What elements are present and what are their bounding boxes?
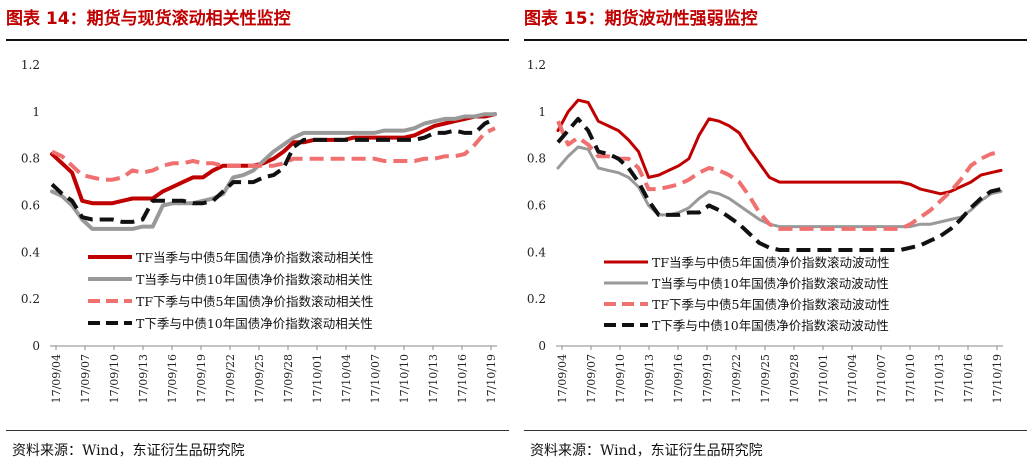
y-tick-label: 0.6 — [21, 199, 40, 213]
source-rule — [524, 430, 1027, 431]
x-tick-label: 17/09/04 — [50, 354, 63, 403]
legend-label: T下季与中债10年国债净价指数滚动波动性 — [652, 318, 889, 333]
x-tick-label: 17/09/28 — [788, 354, 801, 403]
series-line-3 — [556, 120, 1002, 231]
y-tick-label: 0.8 — [527, 152, 546, 166]
series-line-2 — [556, 145, 1003, 229]
correlation-line-chart: 0 0.2 0.4 0.6 0.8 1 1.2 17/09/04 17/09/07 17/09/1… — [21, 58, 498, 403]
x-tick-label: 17/09/16 — [672, 354, 685, 403]
series-line-1 — [556, 98, 1003, 196]
x-tick-label: 17/09/04 — [556, 354, 569, 403]
x-tick-label: 17/10/13 — [933, 354, 946, 403]
x-tick-label: 17/09/10 — [614, 354, 627, 403]
series-line-3 — [51, 126, 496, 182]
x-tick-label: 17/10/04 — [340, 354, 353, 403]
x-tick-label: 17/10/07 — [369, 354, 382, 403]
x-tick-label: 17/09/28 — [282, 354, 295, 403]
x-tick-label: 17/09/25 — [253, 354, 266, 403]
x-tick-label: 17/10/10 — [904, 354, 917, 403]
y-tick-label: 0.6 — [527, 199, 546, 213]
legend-label: T下季与中债10年国债净价指数滚动相关性 — [136, 316, 373, 331]
series-line-2 — [50, 112, 497, 231]
x-tick-label: 17/09/16 — [166, 354, 179, 403]
y-tick-label: 0.2 — [527, 292, 546, 306]
source-note: 资料来源：Wind，东证衍生品研究院 — [12, 443, 245, 459]
x-tick-label: 17/10/01 — [311, 354, 324, 403]
title-rule — [6, 39, 509, 41]
x-tick-label: 17/09/13 — [643, 354, 656, 403]
x-tick-label: 17/10/16 — [456, 354, 469, 403]
x-tick-label: 17/09/07 — [79, 354, 92, 403]
figure-14-panel: 图表 14：期货与现货滚动相关性监控 0 0.2 0.4 0.6 0.8 1 1.2 17/0… — [6, 9, 509, 459]
y-tick-label: 0 — [32, 339, 40, 353]
series-line-4 — [556, 116, 1002, 252]
y-tick-label: 0.8 — [21, 152, 40, 166]
x-tick-label: 17/10/13 — [427, 354, 440, 403]
legend-label: TF当季与中债5年国债净价指数滚动波动性 — [652, 255, 889, 270]
legend-label: T当季与中债10年国债净价指数滚动相关性 — [136, 272, 373, 287]
x-tick-label: 17/10/10 — [398, 354, 411, 403]
y-tick-label: 0 — [538, 339, 546, 353]
figure-title: 图表 14：期货与现货滚动相关性监控 — [6, 9, 291, 29]
x-tick-label: 17/09/10 — [108, 354, 121, 403]
legend-label: T当季与中债10年国债净价指数滚动波动性 — [652, 276, 889, 291]
x-tick-label: 17/09/25 — [759, 354, 772, 403]
x-tick-label: 17/10/19 — [991, 354, 1004, 403]
x-tick-label: 17/09/22 — [730, 354, 743, 403]
source-note: 资料来源：Wind，东证衍生品研究院 — [530, 443, 763, 459]
title-rule — [524, 39, 1027, 41]
y-tick-label: 0.4 — [21, 245, 40, 259]
y-tick-label: 1 — [32, 105, 40, 119]
x-tick-label: 17/10/16 — [962, 354, 975, 403]
x-tick-label: 17/10/04 — [846, 354, 859, 403]
x-tick-label: 17/09/19 — [195, 354, 208, 403]
y-tick-label: 1 — [538, 105, 546, 119]
series-line-1 — [50, 112, 497, 206]
source-rule — [6, 430, 509, 431]
x-tick-label: 17/09/07 — [585, 354, 598, 403]
figure-15-panel: 图表 15：期货波动性强弱监控 0 0.2 0.4 0.6 0.8 1 1.2 17/09/0… — [516, 0, 1032, 469]
legend-label: TF下季与中债5年国债净价指数滚动波动性 — [652, 297, 889, 312]
x-tick-label: 17/09/22 — [224, 354, 237, 403]
x-tick-label: 17/09/19 — [701, 354, 714, 403]
legend-label: TF当季与中债5年国债净价指数滚动相关性 — [136, 250, 373, 265]
y-tick-label: 0.4 — [527, 245, 546, 259]
y-tick-label: 1.2 — [527, 58, 546, 72]
x-tick-label: 17/10/07 — [875, 354, 888, 403]
volatility-line-chart: 0 0.2 0.4 0.6 0.8 1 1.2 17/09/04 17/09/07 17/09/1… — [527, 58, 1004, 403]
figure-title: 图表 15：期货波动性强弱监控 — [524, 9, 758, 29]
legend-label: TF下季与中债5年国债净价指数滚动相关性 — [136, 294, 373, 309]
y-tick-label: 1.2 — [21, 58, 40, 72]
x-tick-label: 17/10/19 — [485, 354, 498, 403]
x-tick-label: 17/09/13 — [137, 354, 150, 403]
x-tick-label: 17/10/01 — [817, 354, 830, 403]
y-tick-label: 0.2 — [21, 292, 40, 306]
series-line-4 — [50, 117, 496, 224]
